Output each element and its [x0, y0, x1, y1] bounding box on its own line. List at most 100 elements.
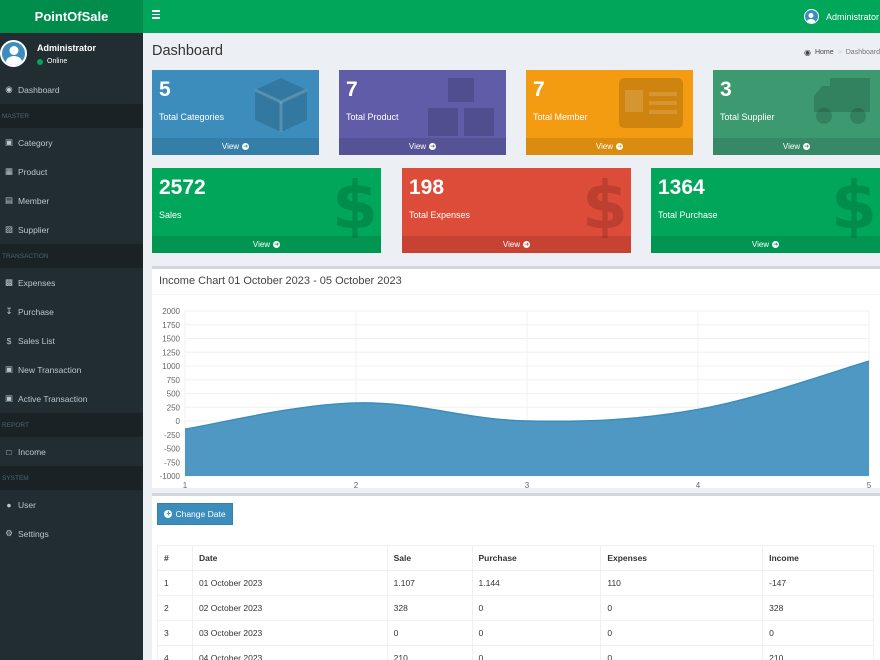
column-header[interactable]: Expenses — [600, 545, 764, 571]
dollar-icon: $ — [831, 168, 877, 244]
y-tick-label: -250 — [164, 431, 181, 440]
svg-text:$: $ — [834, 172, 874, 238]
table-cell: 0 — [762, 620, 874, 646]
sidebar-item-sales-list[interactable]: $ Sales List — [0, 326, 143, 355]
sidebar-item-label: Sales List — [18, 335, 55, 346]
sidebar: Administrator Online ◉ Dashboard MASTER ▣ Ca… — [0, 33, 143, 660]
sidebar-item-label: Settings — [18, 528, 49, 539]
menu-header: SYSTEM — [0, 466, 143, 490]
income-chart-box: Income Chart 01 October 2023 - 05 Octobe… — [152, 266, 880, 490]
y-tick-label: 750 — [167, 376, 181, 385]
view-link[interactable]: View ➜ — [152, 138, 319, 155]
view-link[interactable]: View ➜ — [651, 236, 880, 253]
y-tick-label: 0 — [176, 417, 181, 426]
stat-value: 198 — [409, 176, 445, 199]
sidebar-item-label: Dashboard — [18, 84, 60, 95]
arrow-circle-right-icon: ➜ — [523, 241, 531, 248]
y-tick-label: -750 — [164, 458, 181, 467]
sidebar-item-label: User — [18, 499, 36, 510]
sidebar-item-settings[interactable]: ⚙ Settings — [0, 519, 143, 548]
sidebar-item-label: New Transaction — [18, 364, 82, 375]
dollar-icon: $ — [332, 168, 378, 244]
column-header[interactable]: Purchase — [471, 545, 602, 571]
table-cell: 0 — [471, 645, 602, 660]
dashboard-icon: ◉ — [5, 84, 13, 94]
stat-box-total-expenses: $198 Total Expenses View ➜ — [402, 168, 631, 253]
breadcrumb-home[interactable]: Home — [814, 49, 834, 56]
avatar — [803, 9, 819, 24]
sidebar-item-label: Category — [18, 137, 53, 148]
stat-box-sales: $2572 Sales View ➜ — [152, 168, 381, 253]
avatar — [0, 40, 27, 67]
table-cell: 328 — [762, 595, 874, 621]
plus-circle-icon: + — [164, 509, 173, 518]
y-tick-label: 250 — [167, 403, 181, 412]
table-cell: 1 — [157, 570, 193, 596]
sidebar-item-supplier[interactable]: ▨ Supplier — [0, 215, 143, 244]
table-cell: 0 — [600, 620, 764, 646]
table-cell: 0 — [471, 595, 602, 621]
table-cell: 0 — [600, 645, 764, 660]
table-cell: 0 — [386, 620, 473, 646]
user-panel: Administrator Online — [0, 33, 143, 75]
column-header[interactable]: Date — [191, 545, 388, 571]
view-link[interactable]: View ➜ — [402, 236, 631, 253]
y-tick-label: 1250 — [162, 348, 180, 357]
view-link[interactable]: View ➜ — [152, 236, 381, 253]
menu-toggle-icon[interactable] — [152, 10, 161, 20]
table-row: 3 03 October 2023 0 0 0 0 — [157, 620, 874, 646]
sidebar-item-label: Member — [18, 195, 50, 206]
cube-icon: ▣ — [4, 137, 14, 147]
sidebar-item-active-transaction[interactable]: ▣ Active Transaction — [0, 384, 143, 413]
id-card-icon: ▤ — [4, 195, 14, 205]
truck-icon — [812, 76, 872, 128]
sidebar-item-expenses[interactable]: ▩ Expenses — [0, 268, 143, 297]
app-logo[interactable]: PointOfSale — [0, 0, 143, 33]
menu-header: REPORT — [0, 413, 143, 437]
x-tick-label: 4 — [696, 481, 701, 490]
table-cell: 3 — [157, 620, 193, 646]
sidebar-item-purchase[interactable]: ↧ Purchase — [0, 297, 143, 326]
cube-icon — [251, 76, 311, 136]
income-chart: 2000 1750 1500 1250 1000 750 500 250 0 -250 -500 -7… — [160, 307, 872, 490]
income-table: # Date Sale Purchase Expenses Income 1 01 Octo… — [157, 545, 874, 660]
sidebar-item-user[interactable]: ● User — [0, 490, 143, 519]
sidebar-item-income[interactable]: □ Income — [0, 437, 143, 466]
column-header[interactable]: Sale — [386, 545, 473, 571]
view-link[interactable]: View ➜ — [339, 138, 506, 155]
sidebar-item-product[interactable]: ▦ Product — [0, 157, 143, 186]
y-tick-label: 2000 — [162, 307, 180, 316]
change-date-button[interactable]: + Change Date — [157, 503, 233, 525]
table-row: 4 04 October 2023 210 0 0 210 — [157, 645, 874, 660]
column-header[interactable]: Income — [762, 545, 874, 571]
stat-label: Total Expenses — [409, 210, 471, 220]
menu-header: TRANSACTION — [0, 244, 143, 268]
stat-value: 3 — [720, 78, 732, 101]
sidebar-item-dashboard[interactable]: ◉ Dashboard — [0, 75, 143, 104]
sidebar-item-new-transaction[interactable]: ▣ New Transaction — [0, 355, 143, 384]
y-tick-label: 1500 — [162, 335, 180, 344]
download-icon: ↧ — [5, 306, 13, 316]
user-menu[interactable]: Administrator — [803, 0, 880, 33]
view-link[interactable]: View ➜ — [526, 138, 693, 155]
cubes-icon — [424, 76, 498, 140]
stat-label: Sales — [159, 210, 182, 220]
table-row: 2 02 October 2023 328 0 0 328 — [157, 595, 874, 621]
sidebar-item-category[interactable]: ▣ Category — [0, 128, 143, 157]
column-header[interactable]: # — [157, 545, 193, 571]
sidebar-item-label: Supplier — [18, 224, 50, 235]
breadcrumb: ◉ Home > Dashboard — [803, 48, 880, 57]
table-cell: 04 October 2023 — [191, 645, 388, 660]
stat-box-total-product: 7 Total Product View ➜ — [339, 70, 506, 155]
sidebar-item-member[interactable]: ▤ Member — [0, 186, 143, 215]
table-cell: 01 October 2023 — [191, 570, 388, 596]
view-link[interactable]: View ➜ — [713, 138, 880, 155]
table-cell: 03 October 2023 — [191, 620, 388, 646]
stat-label: Total Purchase — [658, 210, 718, 220]
table-cell: 0 — [600, 595, 764, 621]
table-cell: -147 — [762, 570, 874, 596]
x-tick-label: 3 — [525, 481, 530, 490]
stat-box-total-supplier: 3 Total Supplier View ➜ — [713, 70, 880, 155]
stat-label: Total Product — [346, 112, 399, 122]
money-icon: ▩ — [4, 277, 14, 287]
